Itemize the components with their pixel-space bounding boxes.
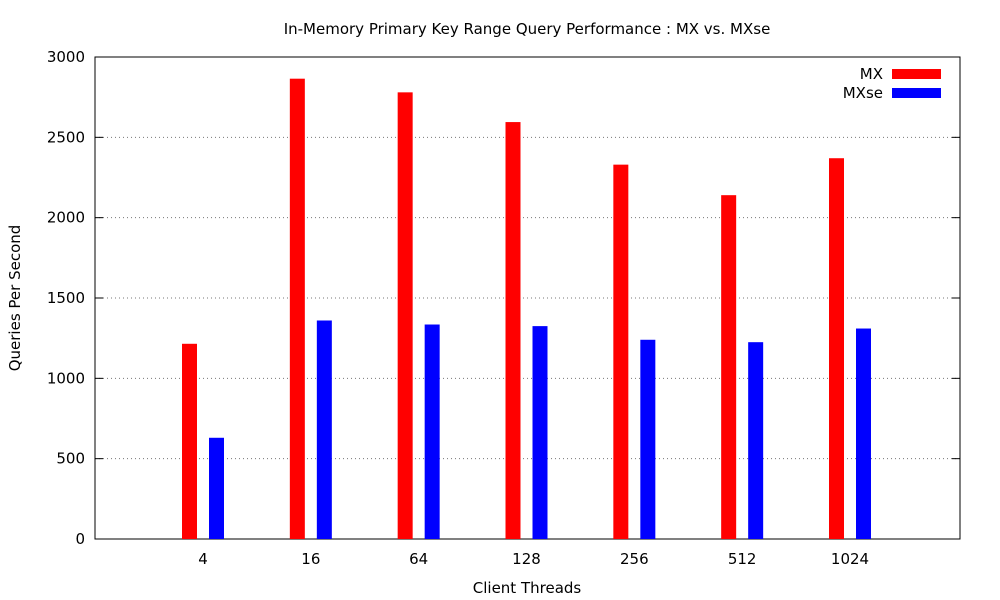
y-tick-label: 3000 [47,48,85,66]
bar-mxse [748,342,764,539]
bar-mx [721,195,737,539]
y-tick-label: 2000 [47,209,85,227]
y-tick-label: 2500 [47,128,85,146]
bar-mxse [640,339,656,539]
x-axis-label: Client Threads [473,579,582,597]
y-tick-label: 1500 [47,289,85,307]
x-axis: 4 16 64 128 256 512 1024 [198,550,869,568]
x-tick-label: 256 [620,550,649,568]
legend-label: MX [860,65,883,83]
x-tick-label: 64 [409,550,428,568]
bar-mxse [424,324,440,539]
bars [182,78,871,539]
legend-swatch [892,88,941,98]
y-tick-label: 0 [75,530,85,548]
bar-mx [505,122,521,539]
x-tick-label: 16 [301,550,320,568]
x-tick-label: 4 [198,550,208,568]
y-axis: 0 500 1000 1500 2000 2500 3000 [47,48,960,548]
bar-mx [397,92,413,539]
legend-swatch [892,69,941,79]
y-axis-label: Queries Per Second [6,225,24,372]
bar-mxse [209,437,224,539]
bar-mx [613,164,629,539]
x-tick-label: 1024 [831,550,869,568]
bar-mx [829,158,844,539]
bar-mx [289,78,305,539]
y-tick-label: 500 [56,450,85,468]
legend-label: MXse [843,84,883,102]
bar-mxse [856,328,871,539]
bar-mxse [532,326,548,539]
y-tick-label: 1000 [47,369,85,387]
bar-mx [182,343,197,539]
bar-mxse [316,320,332,539]
gridlines [95,136,960,460]
x-tick-label: 128 [512,550,541,568]
chart-title: In-Memory Primary Key Range Query Perfor… [284,20,771,38]
x-tick-label: 512 [728,550,757,568]
